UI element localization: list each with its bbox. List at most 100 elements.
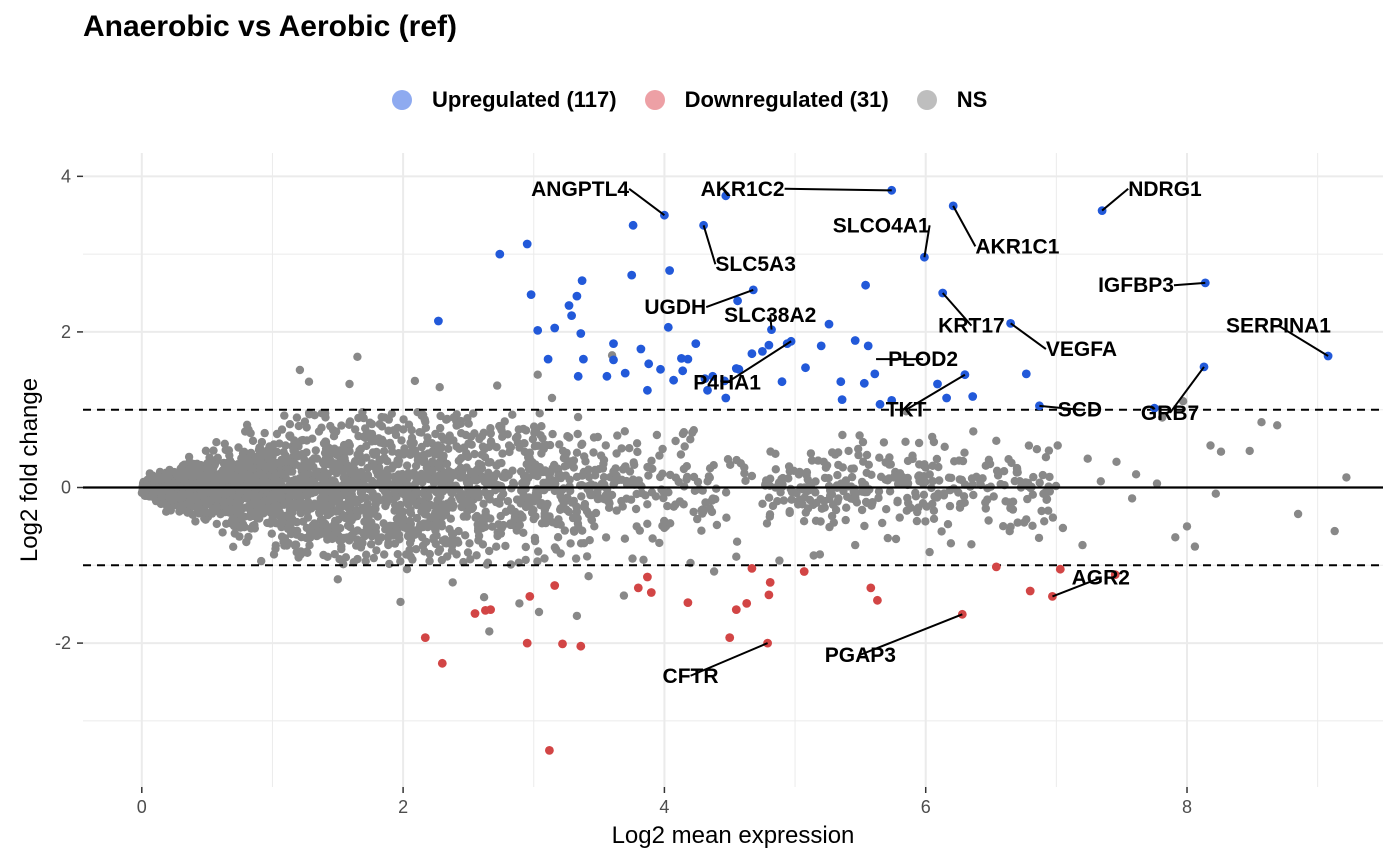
- legend-key-downregulated: [644, 90, 665, 110]
- ns-point: [439, 486, 448, 496]
- ns-point: [345, 418, 354, 427]
- ns-point: [420, 490, 429, 500]
- ns-point: [329, 432, 339, 441]
- ns-point: [680, 482, 689, 491]
- ns-point: [569, 456, 579, 465]
- ns-point: [534, 607, 544, 617]
- downregulated-point: [747, 564, 757, 573]
- ns-point: [294, 553, 303, 562]
- ns-point: [570, 527, 579, 536]
- upregulated-point: [628, 220, 638, 230]
- ns-point: [484, 468, 493, 477]
- ns-point: [294, 421, 303, 431]
- ns-point: [501, 541, 510, 551]
- gene-label: PGAP3: [825, 644, 896, 667]
- ns-point: [271, 518, 280, 528]
- ns-point: [885, 487, 895, 496]
- ns-point: [263, 478, 273, 487]
- downregulated-point: [873, 595, 882, 605]
- ns-point: [355, 451, 364, 460]
- upregulated-point: [836, 377, 846, 387]
- label-connector: [1101, 188, 1129, 212]
- ns-point: [362, 550, 371, 559]
- ns-point: [242, 537, 251, 547]
- ns-point: [560, 526, 569, 535]
- ns-point: [462, 496, 472, 505]
- ns-point: [437, 522, 447, 531]
- ns-point: [521, 555, 530, 565]
- ns-point: [809, 551, 818, 560]
- ns-point: [350, 527, 359, 536]
- ns-point: [518, 479, 527, 488]
- ns-point: [883, 533, 892, 543]
- ns-point: [350, 457, 360, 466]
- ns-point: [498, 449, 507, 458]
- ns-point: [428, 458, 437, 467]
- ns-point: [833, 470, 842, 480]
- ns-point: [282, 541, 292, 550]
- legend-label-upregulated: Upregulated (117): [432, 87, 617, 112]
- ns-point: [1041, 453, 1051, 462]
- ns-point: [540, 554, 549, 563]
- ns-point: [999, 467, 1009, 476]
- ns-point: [361, 557, 370, 566]
- ns-point: [406, 505, 415, 515]
- ns-point: [1032, 445, 1042, 454]
- ns-point: [351, 425, 360, 434]
- ns-point: [496, 529, 506, 538]
- upregulated-point: [850, 336, 860, 345]
- ns-point: [732, 455, 741, 465]
- ns-point: [576, 539, 586, 548]
- ns-point: [403, 531, 413, 541]
- label-connector: [1169, 366, 1205, 414]
- ns-point: [959, 492, 969, 501]
- ns-point: [1083, 454, 1092, 463]
- ns-point: [620, 462, 630, 472]
- ns-point: [643, 519, 652, 528]
- ns-point: [512, 526, 521, 535]
- ns-point: [305, 541, 314, 550]
- ns-point: [1042, 495, 1051, 504]
- ns-point: [695, 485, 704, 494]
- ns-point: [466, 555, 475, 564]
- ns-point: [412, 513, 422, 523]
- ns-point: [246, 463, 255, 472]
- ns-point: [465, 539, 474, 548]
- ns-point: [807, 456, 817, 465]
- ns-point: [297, 533, 306, 542]
- ns-point: [779, 496, 788, 505]
- ns-point: [558, 495, 567, 504]
- ns-point: [596, 451, 606, 460]
- ns-point: [201, 507, 210, 517]
- ns-point: [175, 503, 185, 512]
- ns-point: [407, 526, 417, 535]
- upregulated-point: [720, 376, 729, 386]
- ns-point: [488, 522, 497, 531]
- ns-point: [263, 518, 272, 528]
- ns-point: [903, 456, 913, 466]
- ns-point: [688, 428, 697, 437]
- ns-point: [454, 526, 463, 536]
- ns-point: [628, 475, 638, 484]
- ns-point: [682, 475, 691, 484]
- y-tick-label: 2: [61, 322, 71, 342]
- ns-point: [537, 449, 546, 458]
- ns-point: [578, 471, 587, 480]
- ns-point: [497, 422, 506, 431]
- ns-point: [915, 476, 924, 486]
- ns-point: [626, 495, 636, 504]
- ns-point: [251, 473, 260, 482]
- ns-point: [176, 469, 185, 478]
- gene-labels: ANGPTL4 AKR1C2 NDRG1 SLC5A3 SLCO4A1 AKR1C1 IGF…: [531, 178, 1331, 688]
- downregulated-point: [643, 572, 652, 582]
- ns-point: [461, 531, 470, 540]
- ns-point: [820, 503, 829, 512]
- ns-point: [521, 542, 530, 552]
- legend-item-ns: NS: [916, 87, 987, 113]
- gene-label: PLOD2: [888, 348, 958, 371]
- ns-point: [264, 453, 273, 462]
- ns-point: [947, 473, 956, 483]
- ns-point: [384, 478, 393, 488]
- upregulated-point: [572, 291, 582, 301]
- ns-point: [531, 512, 540, 521]
